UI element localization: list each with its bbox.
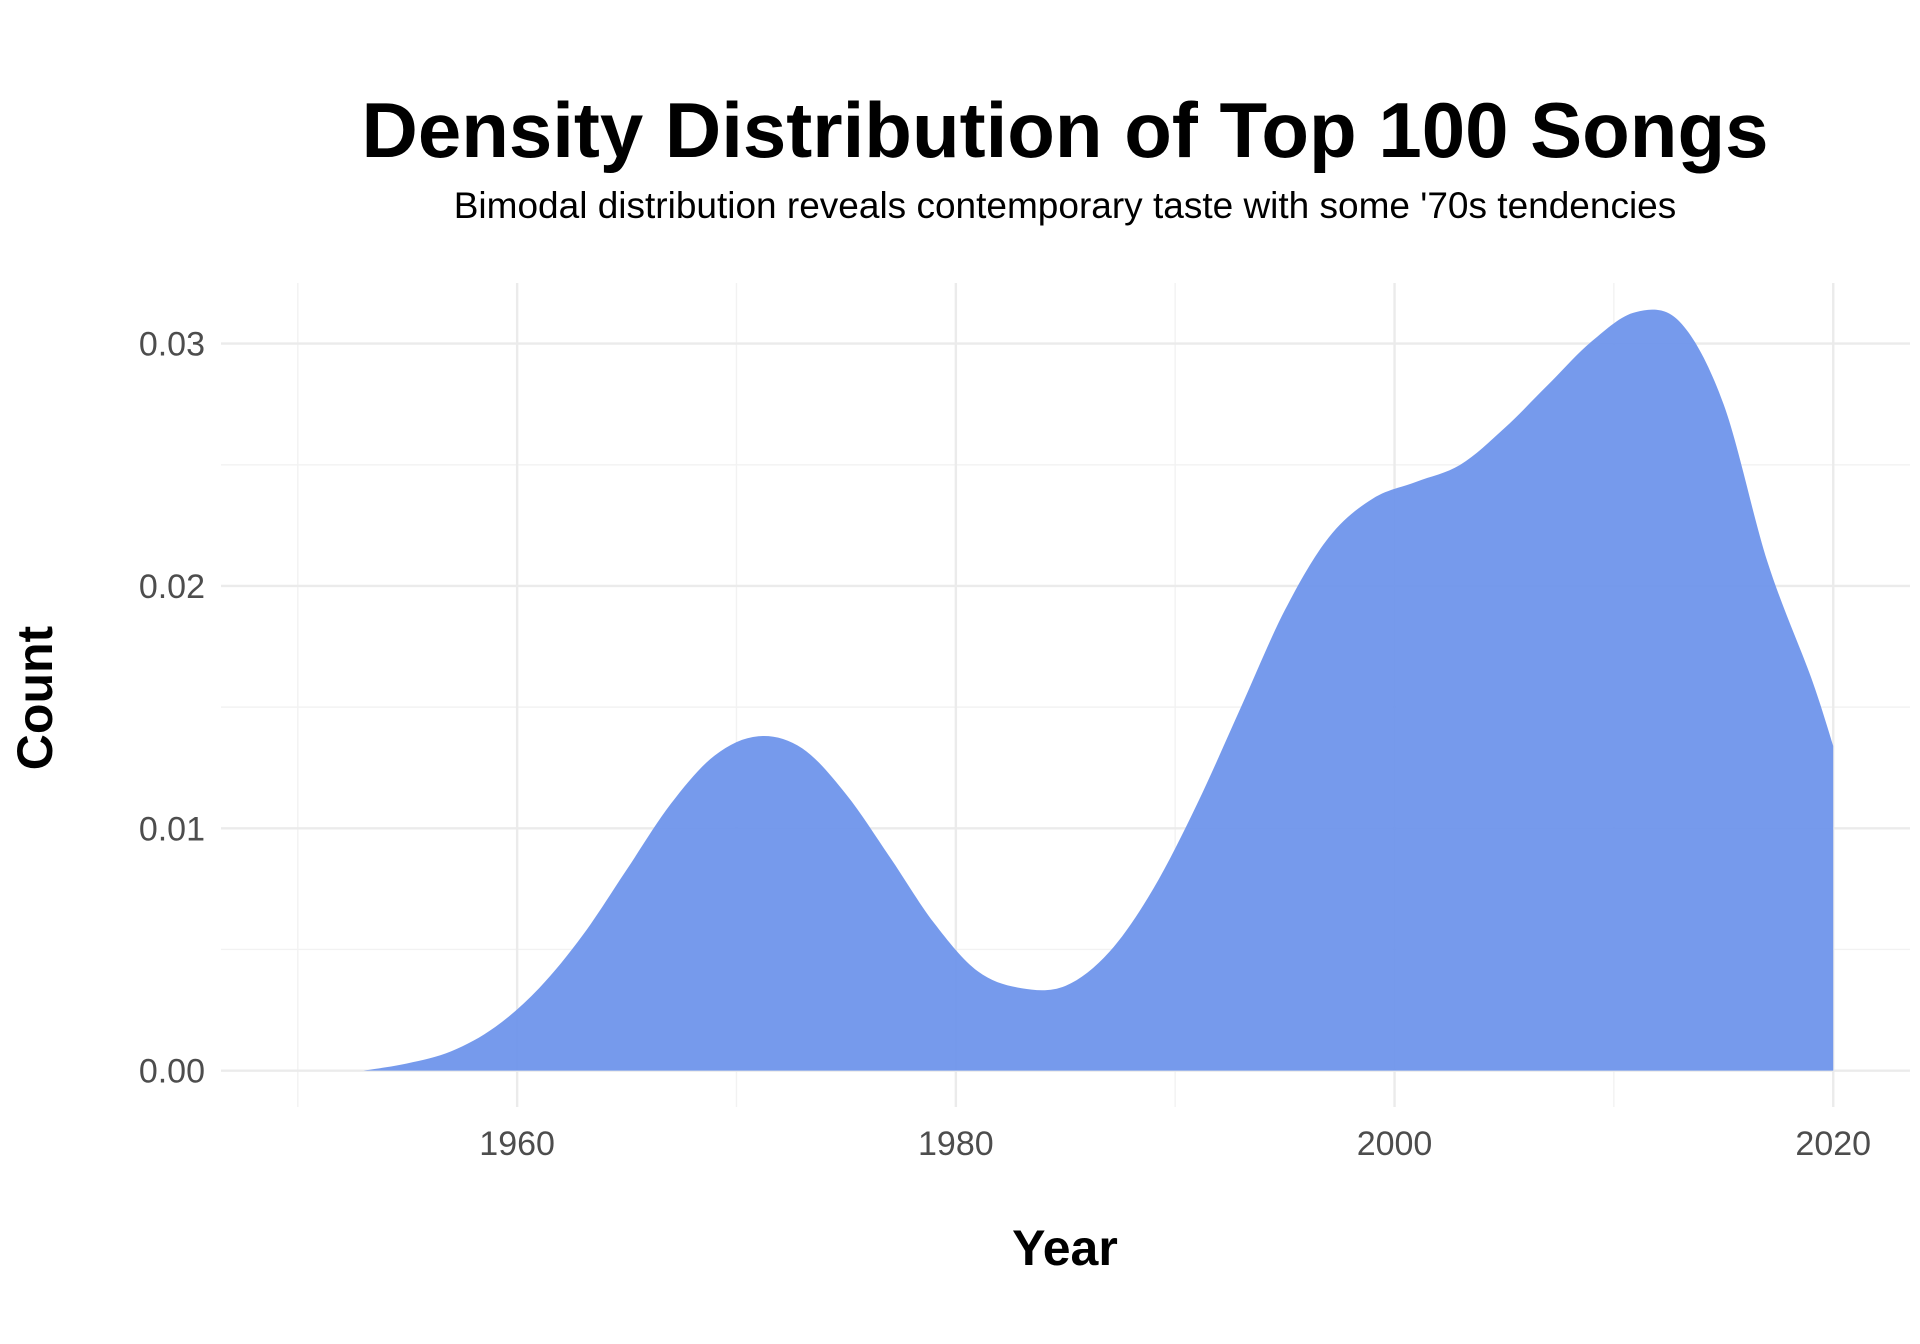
x-tick-label: 1960 (479, 1125, 555, 1163)
y-axis-title: Count (7, 625, 63, 770)
tick-label-layer: 1960 1980 2000 2020 0.00 0.01 0.02 0.03 (139, 326, 1871, 1163)
chart-subtitle: Bimodal distribution reveals contemporar… (454, 185, 1677, 226)
x-axis-title: Year (1012, 1220, 1118, 1276)
y-tick-label: 0.03 (139, 326, 205, 364)
x-tick-label: 2020 (1795, 1125, 1871, 1163)
y-tick-label: 0.02 (139, 568, 205, 606)
x-tick-label: 1980 (918, 1125, 994, 1163)
area-layer (363, 309, 1834, 1071)
x-tick-label: 2000 (1357, 1125, 1433, 1163)
density-area (363, 309, 1834, 1071)
y-tick-label: 0.00 (139, 1053, 205, 1091)
chart-title: Density Distribution of Top 100 Songs (362, 86, 1769, 174)
y-tick-label: 0.01 (139, 810, 205, 848)
